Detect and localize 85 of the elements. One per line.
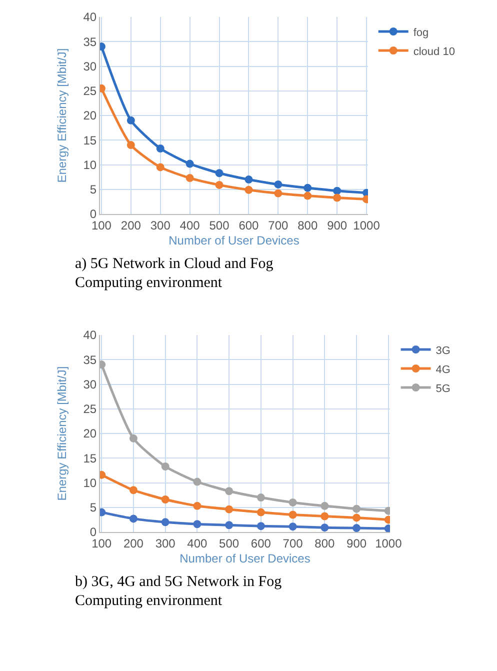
point [225, 521, 234, 530]
x-tick-label: 600 [238, 218, 260, 232]
point [225, 487, 234, 496]
x-axis-title: Number of User Devices [180, 551, 310, 566]
y-tick-label: 30 [83, 59, 97, 74]
point [193, 478, 202, 486]
point [274, 189, 282, 198]
x-tick-label: 700 [282, 536, 304, 550]
point [256, 508, 265, 516]
point [256, 522, 265, 530]
y-tick-label: 5 [90, 500, 97, 515]
x-tick-label: 400 [180, 218, 200, 232]
point [304, 192, 312, 200]
x-tick-label: 800 [298, 218, 318, 232]
point [288, 522, 297, 531]
legend-label: 5G [436, 382, 450, 395]
point [161, 462, 170, 470]
y-tick-label: 20 [83, 426, 97, 441]
point [193, 502, 202, 510]
y-tick-label: 40 [83, 10, 97, 24]
point [320, 524, 329, 532]
point [274, 180, 282, 188]
y-tick-label: 25 [83, 402, 97, 416]
y-tick-label: 35 [83, 34, 97, 49]
point [215, 180, 224, 189]
x-tick-label: 300 [155, 536, 176, 550]
point [215, 169, 224, 178]
x-axis-title: Number of User Devices [168, 233, 300, 248]
point [126, 141, 135, 150]
point [225, 505, 234, 514]
x-tick-label: 800 [314, 536, 335, 550]
point [352, 504, 361, 513]
point [333, 186, 342, 195]
y-tick-label: 30 [83, 377, 97, 392]
point [244, 186, 253, 194]
legend-label: 4G [436, 364, 450, 376]
point [129, 434, 138, 442]
y-tick-label: 10 [83, 158, 97, 172]
legend-label: fog [413, 26, 429, 39]
x-tick-label: 900 [327, 218, 348, 232]
legend-label: cloud 10 [413, 46, 455, 58]
point [156, 144, 164, 152]
point [161, 518, 170, 526]
point [129, 486, 138, 494]
x-tick-label: 600 [250, 536, 272, 550]
x-tick-label: 200 [120, 218, 142, 232]
y-axis-title: Energy Efficiency [Mbit/J] [55, 366, 69, 501]
y-tick-label: 20 [83, 108, 97, 123]
y-tick-label: 5 [90, 182, 97, 197]
x-tick-label: 700 [268, 218, 289, 232]
y-tick-label: 15 [83, 451, 97, 466]
point [161, 496, 170, 504]
x-tick-label: 400 [187, 536, 208, 550]
y-tick-label: 25 [83, 84, 97, 98]
point [352, 514, 361, 522]
x-tick-label: 900 [346, 536, 367, 550]
text: b) 3G, 4G and 5G Network in Fog Computing environment [75, 573, 283, 611]
x-tick-label: 1000 [353, 218, 380, 232]
point [320, 502, 329, 510]
x-tick-label: 1000 [375, 536, 402, 550]
point [156, 163, 164, 172]
point [333, 194, 342, 202]
x-tick-label: 300 [150, 218, 171, 232]
point [288, 498, 297, 506]
point [352, 524, 361, 532]
y-tick-label: 15 [83, 133, 97, 148]
point [320, 512, 329, 520]
legend-label: 3G [436, 344, 450, 357]
point [126, 116, 135, 124]
point [304, 184, 312, 192]
point [256, 494, 265, 502]
x-tick-label: 500 [209, 218, 230, 232]
text: a) 5G Network in Cloud and Fog Computing environment [75, 255, 274, 293]
point [186, 174, 194, 182]
point [129, 514, 138, 523]
point [288, 510, 297, 519]
x-tick-label: 200 [123, 536, 144, 550]
point [186, 160, 194, 168]
y-tick-label: 10 [83, 476, 97, 490]
x-tick-label: 500 [219, 536, 240, 550]
y-tick-label: 40 [83, 328, 97, 342]
point [244, 176, 253, 184]
point [193, 520, 202, 528]
y-axis-title: Energy Efficiency [Mbit/J] [55, 48, 69, 183]
y-tick-label: 35 [83, 352, 97, 367]
